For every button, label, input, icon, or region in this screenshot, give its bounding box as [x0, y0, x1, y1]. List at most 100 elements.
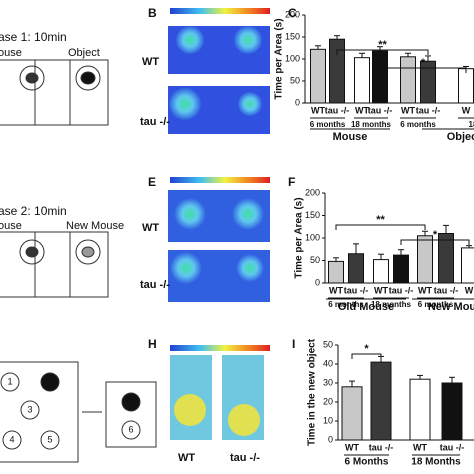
phase-title: ase 2: 10min [0, 204, 67, 218]
x-tick-label: WT [413, 442, 427, 452]
y-tick-label: 50 [310, 255, 320, 265]
phase-title: ase 1: 10min [0, 30, 67, 44]
bar [441, 382, 463, 441]
x-tick-label: WT [345, 442, 359, 452]
subgroup-label: 6 months [400, 120, 436, 129]
bar [461, 247, 474, 284]
y-tick-label: 10 [323, 415, 333, 425]
group-label: Mouse [333, 131, 368, 143]
bar [458, 68, 474, 104]
bar [393, 254, 409, 284]
subgroup-label: 6 months [310, 120, 346, 129]
x-tick-label: tau -/- [434, 285, 459, 295]
group-label: Objec [447, 131, 474, 143]
sig-label: ** [378, 39, 387, 51]
arena-number: 2 [128, 396, 133, 406]
sig-label: * [364, 343, 369, 355]
x-tick-label: WT [418, 285, 432, 295]
y-tick-label: 50 [323, 339, 333, 349]
y-axis-label: Time per Area (s) [294, 197, 305, 278]
y-tick-label: 150 [285, 31, 300, 41]
arena-label: New Mouse [66, 220, 124, 232]
arena-number: 4 [9, 434, 14, 444]
sig-bracket [335, 224, 426, 230]
x-tick-label: tau -/- [369, 442, 394, 452]
arena-label: ouse [0, 47, 22, 59]
y-tick-label: 200 [285, 9, 300, 19]
panel-letter: F [288, 175, 295, 189]
bar [310, 48, 326, 104]
bar [400, 56, 416, 104]
y-tick-label: 20 [323, 396, 333, 406]
arena-number: 6 [128, 424, 133, 434]
arena-number: 5 [47, 434, 52, 444]
bar [372, 50, 388, 104]
heatmaps [168, 8, 270, 440]
y-tick-label: 30 [323, 377, 333, 387]
panel-letter: E [148, 175, 156, 189]
bar [409, 378, 431, 441]
y-tick-label: 100 [285, 53, 300, 63]
x-tick-label: tau -/- [389, 285, 414, 295]
x-tick-label: tau -/- [440, 442, 465, 452]
heatmap-label: WT [142, 56, 159, 68]
panel-letter: C [288, 6, 297, 20]
bar [438, 233, 454, 284]
panel-letter: I [292, 337, 295, 351]
bar [329, 38, 345, 104]
heatmap-label: tau -/- [230, 452, 260, 464]
x-tick-label: WT [374, 285, 388, 295]
x-tick-label: WT [311, 105, 325, 115]
bar [328, 260, 344, 284]
x-tick-label: W [465, 285, 474, 295]
subgroup-label: 18 Months [411, 457, 461, 468]
sig-label: ** [376, 214, 385, 226]
subgroup-label: 18 months [371, 300, 412, 309]
left-diagrams [0, 59, 157, 463]
arena-number: 3 [27, 404, 32, 414]
x-tick-label: W [462, 105, 471, 115]
x-tick-label: tau -/- [325, 105, 350, 115]
sig-bracket [379, 67, 467, 73]
bar [370, 361, 392, 441]
arena-number: 2 [47, 376, 52, 386]
bar [417, 235, 433, 284]
sig-label: * [433, 229, 438, 241]
subgroup-label: 18 months [351, 120, 392, 129]
y-tick-label: 0 [295, 97, 300, 107]
y-tick-label: 0 [328, 434, 333, 444]
y-tick-label: 40 [323, 358, 333, 368]
sig-bracket [336, 49, 429, 55]
bar [348, 253, 364, 284]
bar [354, 57, 370, 104]
y-tick-label: 0 [315, 277, 320, 287]
subgroup-label: 6 Months [345, 457, 389, 468]
sig-bracket [400, 239, 470, 245]
y-tick-label: 200 [305, 187, 320, 197]
sig-label: * [421, 57, 426, 69]
bar [373, 259, 389, 284]
x-tick-label: tau -/- [368, 105, 393, 115]
bar [420, 60, 436, 104]
heatmap-label: tau -/- [140, 279, 170, 291]
heatmap-label: WT [142, 222, 159, 234]
heatmap-label: WT [178, 452, 195, 464]
y-tick-label: 150 [305, 210, 320, 220]
heatmap-label: tau -/- [140, 116, 170, 128]
group-label: Old Mouse [338, 301, 394, 313]
subgroup-label: 6 months [418, 300, 454, 309]
y-axis-label: Time in the new object [307, 338, 318, 446]
panel-letter: H [148, 337, 157, 351]
arena-number: 1 [7, 376, 12, 386]
group-label: New Mou [428, 301, 474, 313]
arena-label: Object [68, 47, 100, 59]
subgroup-label: 6 months [328, 300, 364, 309]
sig-bracket [351, 353, 382, 359]
arena-label: ouse [0, 220, 22, 232]
x-tick-label: WT [401, 105, 415, 115]
x-tick-label: tau -/- [344, 285, 369, 295]
bar [341, 386, 363, 441]
x-tick-label: WT [329, 285, 343, 295]
x-tick-label: WT [355, 105, 369, 115]
